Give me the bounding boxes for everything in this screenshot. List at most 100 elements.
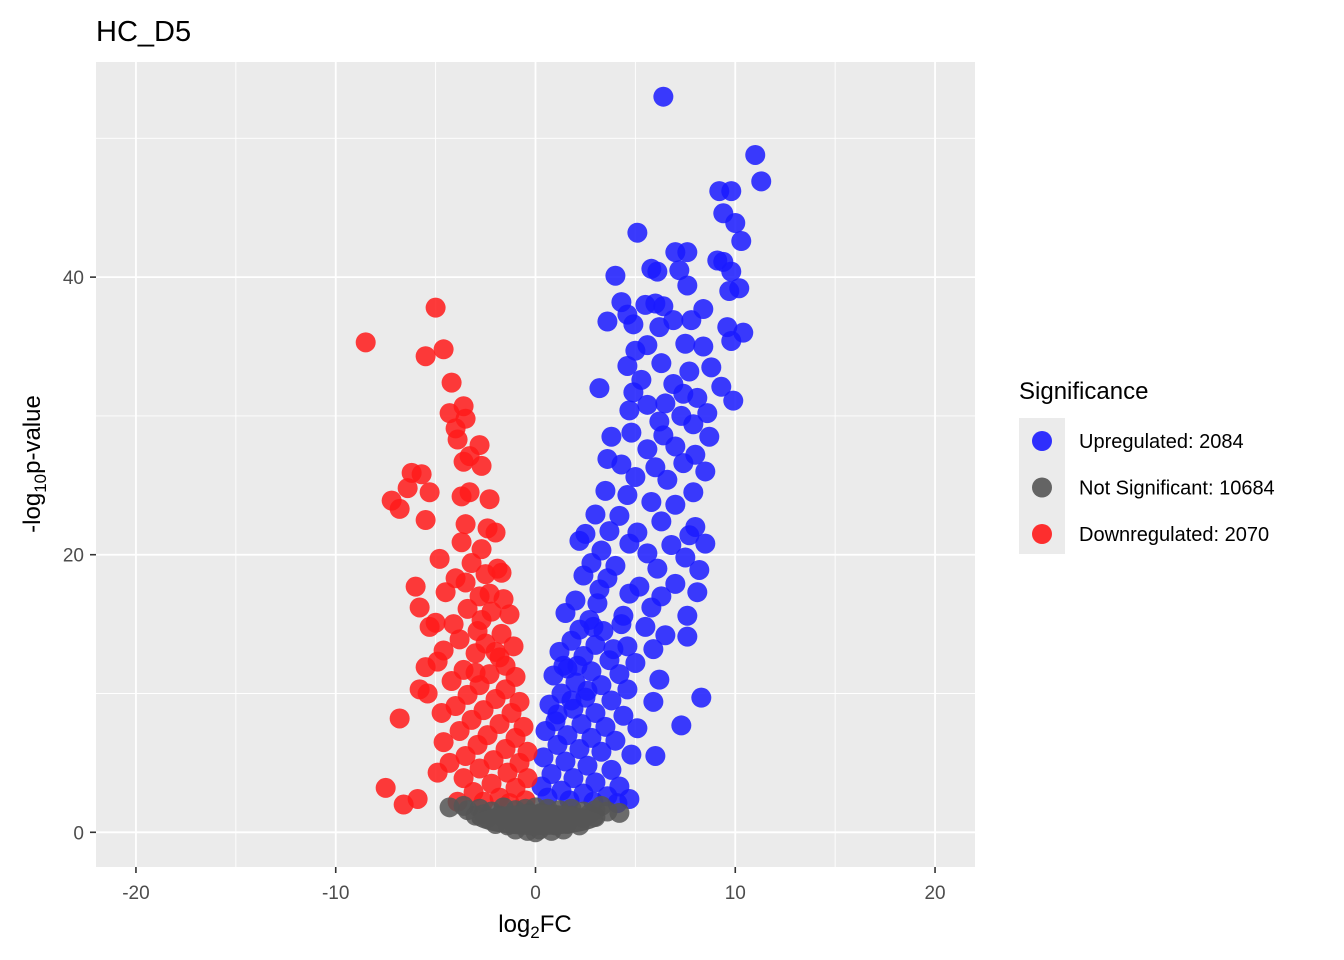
data-point	[661, 535, 682, 555]
data-point	[605, 730, 626, 751]
data-point	[561, 690, 582, 711]
x-tick-label: -20	[122, 883, 149, 904]
data-point	[547, 734, 568, 755]
data-point	[447, 429, 468, 450]
data-point	[675, 333, 696, 354]
data-point	[535, 720, 556, 741]
y-tick-label: 40	[63, 268, 84, 289]
data-point	[625, 466, 646, 487]
legend-key	[1032, 524, 1052, 544]
data-point	[649, 317, 670, 338]
data-point	[665, 494, 686, 515]
data-point	[671, 715, 692, 736]
data-point	[599, 521, 620, 542]
data-point	[641, 491, 662, 512]
y-tick-label: 20	[63, 546, 84, 567]
data-point	[731, 231, 752, 252]
data-point	[637, 439, 658, 460]
data-point	[623, 314, 644, 335]
data-point	[721, 261, 742, 282]
data-point	[689, 559, 710, 580]
legend-title: Significance	[1019, 378, 1148, 405]
data-point	[611, 454, 632, 475]
data-point	[695, 461, 716, 482]
data-point	[613, 705, 634, 726]
data-point	[677, 605, 698, 626]
legend: Significance Upregulated: 2084 Not Signif…	[1019, 378, 1275, 554]
data-point	[405, 576, 426, 597]
data-point	[419, 482, 440, 503]
data-point	[469, 758, 490, 779]
data-point	[691, 687, 712, 708]
data-point	[623, 382, 644, 403]
data-point	[485, 641, 506, 662]
data-point	[673, 453, 694, 474]
data-point	[355, 332, 376, 353]
legend-key	[1032, 431, 1052, 451]
data-point	[415, 346, 436, 367]
x-axis-title-rest: FC	[540, 911, 572, 938]
data-point	[415, 510, 436, 531]
data-point	[503, 636, 524, 657]
data-point	[553, 655, 574, 676]
data-point	[621, 422, 642, 443]
data-point	[647, 558, 668, 579]
data-point	[697, 403, 718, 424]
data-point	[679, 525, 700, 546]
data-point	[637, 543, 658, 564]
data-point	[443, 614, 464, 635]
data-point	[389, 708, 410, 729]
data-point	[433, 339, 454, 360]
data-point	[571, 714, 592, 735]
data-point	[393, 794, 414, 815]
data-point	[495, 655, 516, 676]
legend-label: Downregulated: 2070	[1079, 524, 1269, 546]
data-point	[619, 533, 640, 554]
data-point	[471, 539, 492, 560]
data-point	[637, 394, 658, 415]
data-point	[451, 486, 472, 507]
data-point	[601, 759, 622, 780]
data-point	[465, 662, 486, 683]
data-point	[693, 336, 714, 357]
data-point	[563, 768, 584, 789]
data-point	[465, 643, 486, 664]
chart-title: HC_D5	[96, 16, 191, 48]
data-point	[725, 213, 746, 233]
data-point	[619, 400, 640, 421]
legend-key	[1032, 477, 1052, 498]
data-point	[417, 683, 438, 704]
data-point	[577, 755, 598, 776]
data-point	[555, 603, 576, 624]
x-tick-label: -10	[322, 883, 349, 904]
data-point	[651, 511, 672, 532]
data-point	[653, 296, 674, 317]
y-axis-title-subscript: 10	[31, 474, 50, 493]
data-point	[457, 598, 478, 619]
data-point	[655, 393, 676, 414]
data-point	[389, 498, 410, 519]
data-point	[585, 504, 606, 525]
data-point	[595, 716, 616, 737]
y-axis-title-rest: p-value	[19, 395, 46, 474]
y-axis-title-pre: -log	[19, 493, 46, 533]
data-point	[433, 732, 454, 753]
data-point	[641, 597, 662, 618]
data-point	[499, 604, 520, 625]
data-point	[605, 265, 626, 286]
data-point	[745, 144, 766, 165]
y-axis-title: -log10p-value	[19, 395, 50, 533]
data-point	[711, 376, 732, 397]
y-axis-ticks: 0 20 40	[63, 268, 96, 844]
data-point	[419, 616, 440, 637]
data-point	[455, 514, 476, 535]
data-point	[411, 464, 432, 485]
y-tick-label: 0	[73, 823, 84, 844]
data-point	[665, 436, 686, 457]
data-point	[721, 330, 742, 351]
data-point	[675, 547, 696, 568]
data-point	[425, 297, 446, 318]
data-point	[619, 583, 640, 604]
data-point	[603, 639, 624, 660]
